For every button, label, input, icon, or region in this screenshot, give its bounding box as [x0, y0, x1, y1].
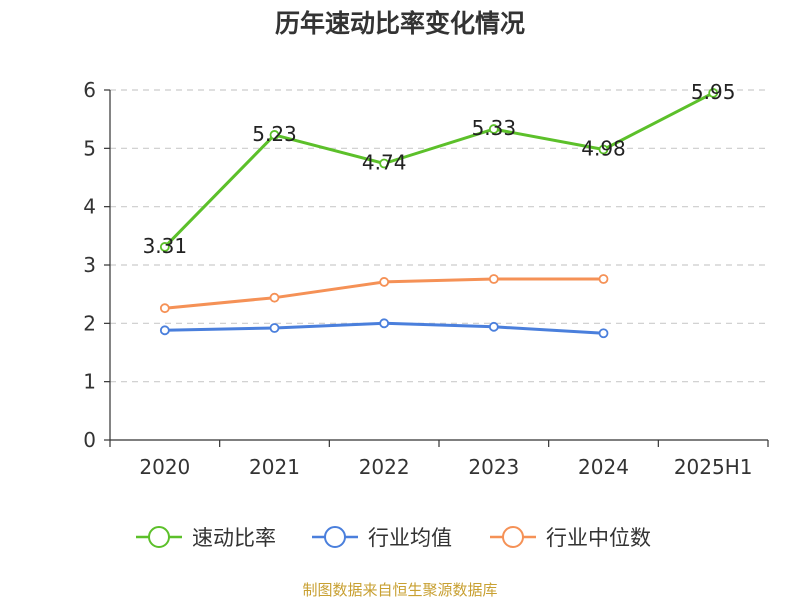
data-label-0-1: 5.23 [252, 122, 297, 146]
point-1-4 [598, 328, 609, 339]
point-0-0 [159, 242, 170, 252]
data-labels: 3.31 5.23 4.74 5.33 4.98 5.95 [143, 80, 736, 258]
axes: 0 1 2 3 4 5 6 2020 2021 2022 2023 2024 2025H1 [83, 78, 769, 479]
y-tick-label-3: 3 [83, 253, 96, 277]
legend-label-1: 行业均值 [368, 526, 452, 550]
x-tick-label-2023: 2023 [468, 455, 519, 479]
point-1-2 [379, 318, 390, 329]
x-tick-label-2020: 2020 [139, 455, 190, 479]
grid [110, 89, 768, 383]
x-tick-label-2025H1: 2025H1 [674, 455, 753, 479]
legend-marker-0 [148, 526, 170, 548]
point-0-4 [598, 144, 609, 155]
series [159, 88, 719, 339]
data-label-0-2: 4.74 [362, 151, 407, 175]
y-tick-label-0: 0 [83, 428, 96, 452]
source-note: 制图数据来自恒生聚源数据库 [302, 581, 497, 599]
series-line-0 [163, 91, 714, 248]
data-label-0-5: 5.95 [691, 80, 736, 104]
point-2-3 [488, 274, 499, 284]
point-2-4 [598, 274, 609, 284]
point-1-3 [488, 321, 499, 332]
x-tick-label-2021: 2021 [249, 455, 300, 479]
y-tick-label-5: 5 [83, 136, 96, 160]
y-tick-label-4: 4 [83, 195, 96, 219]
y-tick-label-6: 6 [83, 78, 96, 102]
data-label-0-0: 3.31 [143, 234, 188, 258]
point-0-5 [708, 88, 719, 98]
data-label-0-3: 5.33 [472, 116, 517, 140]
legend-label-0: 速动比率 [192, 526, 276, 550]
point-0-2 [379, 158, 390, 169]
legend-marker-2 [502, 526, 524, 548]
point-0-1 [269, 130, 280, 140]
point-1-0 [159, 325, 170, 336]
point-2-0 [159, 303, 170, 314]
x-tick-label-2024: 2024 [578, 455, 629, 479]
point-0-3 [488, 124, 499, 134]
point-1-1 [269, 323, 280, 333]
data-label-0-4: 4.98 [581, 137, 626, 161]
legend: 速动比率 行业均值 行业中位数 [136, 526, 651, 550]
legend-marker-1 [324, 526, 346, 548]
legend-label-2: 行业中位数 [546, 526, 651, 550]
point-2-1 [269, 292, 280, 303]
y-tick-label-1: 1 [83, 370, 96, 394]
x-tick-label-2022: 2022 [359, 455, 410, 479]
chart-title: 历年速动比率变化情况 [275, 9, 525, 38]
point-2-2 [379, 277, 390, 287]
y-tick-label-2: 2 [83, 311, 96, 335]
